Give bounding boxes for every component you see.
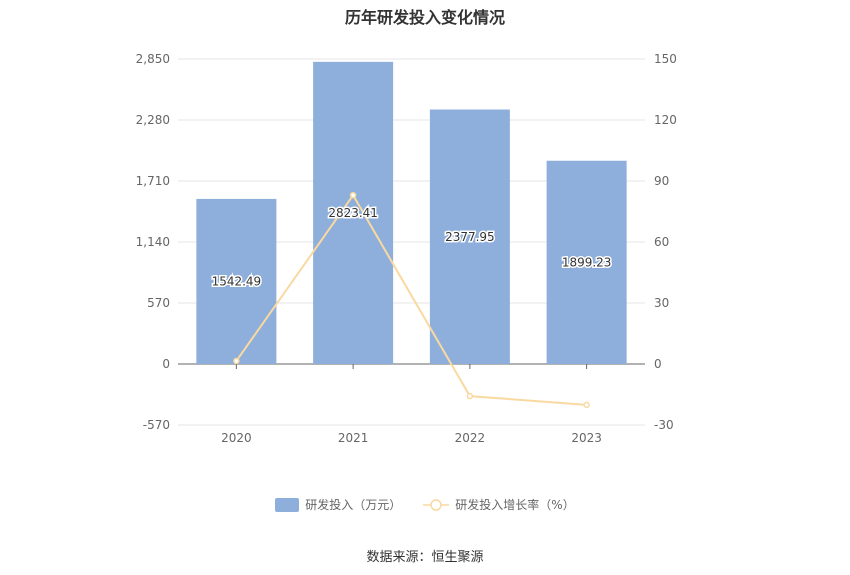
line-series <box>233 191 590 409</box>
bar-2023 <box>546 160 627 364</box>
y-left-tick-label: 2,280 <box>136 113 170 127</box>
legend-item-bar[interactable]: 研发投入（万元） <box>275 496 401 513</box>
y-left-tick-label: 570 <box>147 296 170 310</box>
source-note: 数据来源：恒生聚源 <box>366 550 484 565</box>
bar-2020 <box>196 198 277 364</box>
growth-rate-line <box>235 193 587 406</box>
x-tick-label: 2023 <box>571 431 602 445</box>
bar-2022 <box>429 109 510 364</box>
bar-data-label: 1542.49 <box>212 274 262 288</box>
legend-item-line[interactable]: 研发投入增长率（%） <box>423 496 575 513</box>
y-left-tick-label: 2,850 <box>136 52 170 66</box>
bar-data-label: 1899.23 <box>562 255 612 269</box>
x-tick-label: 2021 <box>338 431 369 445</box>
legend-line-swatch <box>423 498 450 511</box>
x-tick-label: 2020 <box>221 431 252 445</box>
y-right-tick-label: 150 <box>654 52 677 66</box>
data-labels: 1542.49 2823.41 2377.95 1899.23 <box>210 204 613 290</box>
growth-rate-point-2023 <box>583 401 590 409</box>
legend: 研发投入（万元） 研发投入增长率（%） <box>0 496 850 513</box>
y-left-tick-label: 0 <box>162 357 170 371</box>
axes: 2,850 150 2,280 120 1,710 90 1,140 60 570 30 0 0 -57… <box>136 52 677 445</box>
legend-label-bar: 研发投入（万元） <box>305 498 402 512</box>
y-left-tick-label: -570 <box>143 418 170 432</box>
y-right-tick-label: 90 <box>654 174 669 188</box>
bar-data-label: 2823.41 <box>328 206 378 220</box>
bar-data-label: 2377.95 <box>445 230 495 244</box>
chart-title: 历年研发投入变化情况 <box>344 8 505 27</box>
legend-label-line: 研发投入增长率（%） <box>455 498 575 512</box>
growth-rate-point-2020 <box>233 357 240 365</box>
bar-series <box>196 61 627 365</box>
y-right-tick-label: 30 <box>654 296 669 310</box>
x-tick-label: 2022 <box>455 431 486 445</box>
growth-rate-point-2021 <box>349 191 357 199</box>
y-right-tick-label: 60 <box>654 235 669 249</box>
y-right-tick-label: -30 <box>654 418 674 432</box>
bar-2021 <box>313 61 394 365</box>
y-left-tick-label: 1,710 <box>136 174 170 188</box>
legend-bar-swatch <box>275 497 300 512</box>
y-left-tick-label: 1,140 <box>136 235 170 249</box>
growth-rate-point-2022 <box>466 392 474 400</box>
y-right-tick-label: 120 <box>654 113 677 127</box>
y-right-tick-label: 0 <box>654 357 662 371</box>
